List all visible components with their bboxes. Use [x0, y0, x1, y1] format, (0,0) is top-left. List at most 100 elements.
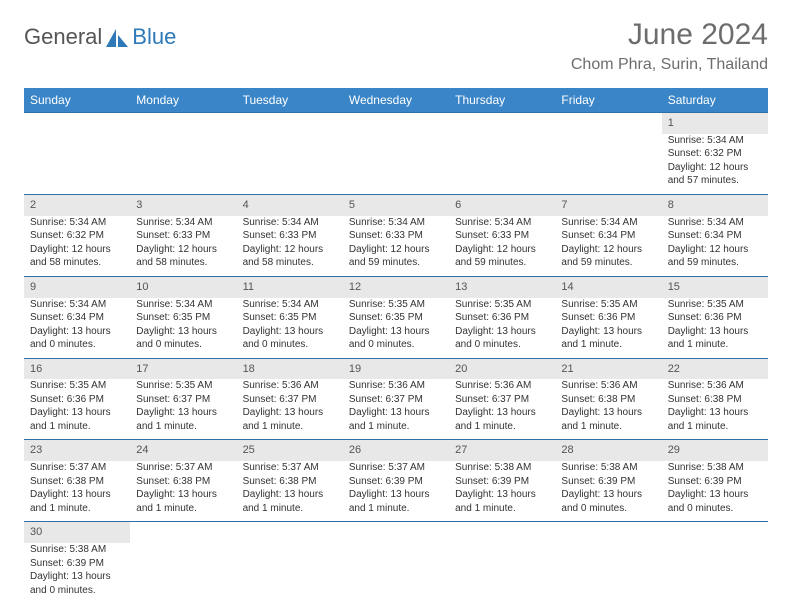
empty-cell: [449, 134, 555, 195]
day-number: 18: [237, 358, 343, 379]
sunrise-line: Sunrise: 5:34 AM: [30, 298, 124, 312]
empty-cell: [555, 522, 661, 543]
sunset-line: Sunset: 6:33 PM: [349, 229, 443, 243]
day-number: 9: [24, 276, 130, 297]
day-cell: Sunrise: 5:34 AMSunset: 6:34 PMDaylight:…: [662, 216, 768, 277]
empty-cell: [130, 522, 236, 543]
daylight-line: Daylight: 12 hours and 59 minutes.: [349, 243, 443, 270]
day-detail-row: Sunrise: 5:34 AMSunset: 6:34 PMDaylight:…: [24, 298, 768, 359]
empty-cell: [662, 522, 768, 543]
sunset-line: Sunset: 6:33 PM: [136, 229, 230, 243]
empty-cell: [130, 543, 236, 603]
sunrise-line: Sunrise: 5:38 AM: [561, 461, 655, 475]
day-number: 4: [237, 194, 343, 215]
day-cell: Sunrise: 5:36 AMSunset: 6:38 PMDaylight:…: [555, 379, 661, 440]
day-number: 6: [449, 194, 555, 215]
day-number: 1: [662, 113, 768, 134]
sunset-line: Sunset: 6:38 PM: [136, 475, 230, 489]
empty-cell: [237, 134, 343, 195]
day-number: 20: [449, 358, 555, 379]
brand-logo: General Blue: [24, 24, 176, 50]
day-number: 27: [449, 440, 555, 461]
sunrise-line: Sunrise: 5:34 AM: [668, 134, 762, 148]
day-number: 5: [343, 194, 449, 215]
day-cell: Sunrise: 5:35 AMSunset: 6:36 PMDaylight:…: [555, 298, 661, 359]
daylight-line: Daylight: 12 hours and 59 minutes.: [668, 243, 762, 270]
day-cell: Sunrise: 5:35 AMSunset: 6:35 PMDaylight:…: [343, 298, 449, 359]
daylight-line: Daylight: 13 hours and 0 minutes.: [455, 325, 549, 352]
page-title: June 2024: [571, 18, 768, 52]
sunset-line: Sunset: 6:37 PM: [349, 393, 443, 407]
sunrise-line: Sunrise: 5:34 AM: [561, 216, 655, 230]
daylight-line: Daylight: 13 hours and 1 minute.: [455, 488, 549, 515]
day-number: 25: [237, 440, 343, 461]
day-number: 30: [24, 522, 130, 543]
day-number: 14: [555, 276, 661, 297]
day-cell: Sunrise: 5:34 AMSunset: 6:34 PMDaylight:…: [555, 216, 661, 277]
daylight-line: Daylight: 13 hours and 0 minutes.: [30, 325, 124, 352]
sunset-line: Sunset: 6:35 PM: [349, 311, 443, 325]
sunrise-line: Sunrise: 5:38 AM: [668, 461, 762, 475]
sunset-line: Sunset: 6:38 PM: [668, 393, 762, 407]
sunset-line: Sunset: 6:33 PM: [455, 229, 549, 243]
brand-part1: General: [24, 24, 102, 50]
day-cell: Sunrise: 5:35 AMSunset: 6:36 PMDaylight:…: [24, 379, 130, 440]
sunset-line: Sunset: 6:36 PM: [455, 311, 549, 325]
daylight-line: Daylight: 13 hours and 1 minute.: [349, 406, 443, 433]
sunset-line: Sunset: 6:39 PM: [30, 557, 124, 571]
day-detail-row: Sunrise: 5:34 AMSunset: 6:32 PMDaylight:…: [24, 134, 768, 195]
day-number: 17: [130, 358, 236, 379]
day-cell: Sunrise: 5:34 AMSunset: 6:32 PMDaylight:…: [662, 134, 768, 195]
sunrise-line: Sunrise: 5:35 AM: [668, 298, 762, 312]
empty-cell: [555, 134, 661, 195]
day-number: 13: [449, 276, 555, 297]
day-number: 21: [555, 358, 661, 379]
empty-cell: [130, 113, 236, 134]
sunrise-line: Sunrise: 5:37 AM: [349, 461, 443, 475]
day-number: 7: [555, 194, 661, 215]
day-cell: Sunrise: 5:35 AMSunset: 6:37 PMDaylight:…: [130, 379, 236, 440]
empty-cell: [449, 113, 555, 134]
weekday-header: Sunday: [24, 88, 130, 113]
sunrise-line: Sunrise: 5:35 AM: [455, 298, 549, 312]
sunrise-line: Sunrise: 5:35 AM: [349, 298, 443, 312]
sunset-line: Sunset: 6:34 PM: [668, 229, 762, 243]
sail-icon: [104, 27, 130, 49]
sunset-line: Sunset: 6:38 PM: [30, 475, 124, 489]
daylight-line: Daylight: 13 hours and 1 minute.: [349, 488, 443, 515]
sunset-line: Sunset: 6:36 PM: [668, 311, 762, 325]
daylight-line: Daylight: 12 hours and 58 minutes.: [30, 243, 124, 270]
day-cell: Sunrise: 5:34 AMSunset: 6:33 PMDaylight:…: [449, 216, 555, 277]
weekday-header: Saturday: [662, 88, 768, 113]
sunset-line: Sunset: 6:32 PM: [30, 229, 124, 243]
sunset-line: Sunset: 6:36 PM: [30, 393, 124, 407]
sunrise-line: Sunrise: 5:34 AM: [243, 298, 337, 312]
day-cell: Sunrise: 5:36 AMSunset: 6:37 PMDaylight:…: [343, 379, 449, 440]
empty-cell: [555, 113, 661, 134]
day-cell: Sunrise: 5:37 AMSunset: 6:38 PMDaylight:…: [24, 461, 130, 522]
empty-cell: [237, 522, 343, 543]
day-number-row: 1: [24, 113, 768, 134]
day-number: 28: [555, 440, 661, 461]
sunrise-line: Sunrise: 5:36 AM: [561, 379, 655, 393]
daylight-line: Daylight: 13 hours and 1 minute.: [243, 488, 337, 515]
empty-cell: [343, 543, 449, 603]
day-number: 26: [343, 440, 449, 461]
day-cell: Sunrise: 5:35 AMSunset: 6:36 PMDaylight:…: [662, 298, 768, 359]
brand-part2: Blue: [132, 24, 176, 50]
day-number: 2: [24, 194, 130, 215]
sunrise-line: Sunrise: 5:37 AM: [243, 461, 337, 475]
day-cell: Sunrise: 5:34 AMSunset: 6:35 PMDaylight:…: [130, 298, 236, 359]
daylight-line: Daylight: 13 hours and 1 minute.: [243, 406, 337, 433]
sunset-line: Sunset: 6:35 PM: [243, 311, 337, 325]
empty-cell: [555, 543, 661, 603]
sunset-line: Sunset: 6:37 PM: [455, 393, 549, 407]
day-cell: Sunrise: 5:37 AMSunset: 6:38 PMDaylight:…: [237, 461, 343, 522]
daylight-line: Daylight: 13 hours and 0 minutes.: [30, 570, 124, 597]
day-cell: Sunrise: 5:34 AMSunset: 6:33 PMDaylight:…: [237, 216, 343, 277]
day-cell: Sunrise: 5:37 AMSunset: 6:38 PMDaylight:…: [130, 461, 236, 522]
location-subtitle: Chom Phra, Surin, Thailand: [571, 56, 768, 74]
sunrise-line: Sunrise: 5:34 AM: [668, 216, 762, 230]
empty-cell: [343, 134, 449, 195]
empty-cell: [343, 113, 449, 134]
